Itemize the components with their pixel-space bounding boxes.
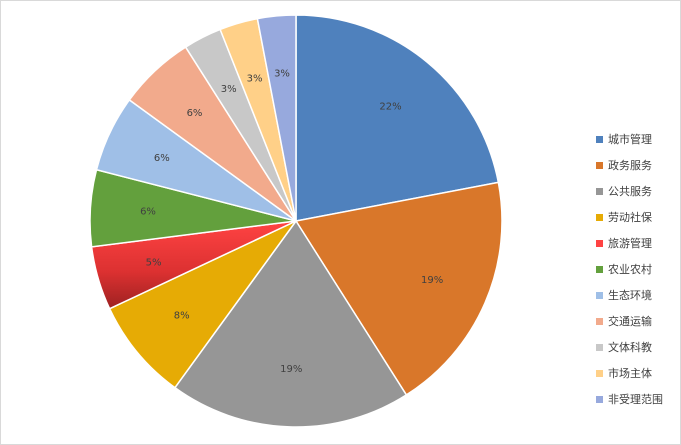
slice-4-wedge [108, 220, 297, 389]
legend-label-1: 城市管理 [608, 132, 652, 146]
slice-10-data-label: 3% [247, 74, 263, 85]
legend-label-11: 非受理范围 [608, 392, 663, 406]
legend-label-7: 生态环境 [608, 288, 652, 302]
slice-11-data-label: 3% [274, 68, 290, 79]
legend-marker-11 [596, 396, 603, 403]
slice-7-data-label: 6% [154, 153, 170, 164]
legend-marker-8 [596, 318, 603, 325]
pie-slices [89, 14, 503, 428]
legend-marker-7 [596, 292, 603, 299]
slice-2-data-label: 19% [421, 275, 443, 286]
legend-label-3: 公共服务 [608, 185, 652, 198]
legend-marker-2 [596, 162, 603, 169]
slice-9-data-label: 3% [221, 84, 237, 95]
legend-label-10: 市场主体 [608, 366, 652, 380]
legend-label-9: 文体科教 [608, 340, 652, 354]
legend-marker-6 [596, 266, 603, 273]
slice-3-wedge [173, 219, 408, 428]
legend-label-8: 交通运输 [608, 314, 652, 328]
legend-marker-4 [596, 214, 603, 221]
slice-4-data-label: 8% [174, 311, 190, 322]
legend-label-6: 农业农村 [608, 262, 652, 276]
slice-2-wedge [294, 181, 503, 396]
legend-marker-9 [596, 344, 603, 351]
slice-1-data-label: 22% [379, 102, 401, 113]
legend-label-5: 旅游管理 [608, 236, 652, 250]
legend-marker-5 [596, 240, 603, 247]
legend-marker-1 [596, 136, 603, 143]
legend-label-4: 劳动社保 [608, 210, 652, 224]
slice-11-wedge [256, 14, 297, 222]
slice-6-data-label: 6% [140, 207, 156, 218]
chart-legend: 城市管理政务服务公共服务劳动社保旅游管理农业农村生态环境交通运输文体科教市场主体… [596, 132, 663, 406]
slice-8-data-label: 6% [187, 108, 203, 119]
legend-label-2: 政务服务 [608, 158, 652, 172]
slice-1-wedge [295, 14, 500, 222]
legend-marker-3 [596, 188, 603, 195]
slice-5-data-label: 5% [146, 257, 162, 268]
slice-3-data-label: 19% [280, 364, 302, 375]
legend-marker-10 [596, 370, 603, 377]
pie-data-labels: 22% 19% 19% 8% 5% 6% 6% 6% 3% 3% 3% [140, 68, 443, 375]
